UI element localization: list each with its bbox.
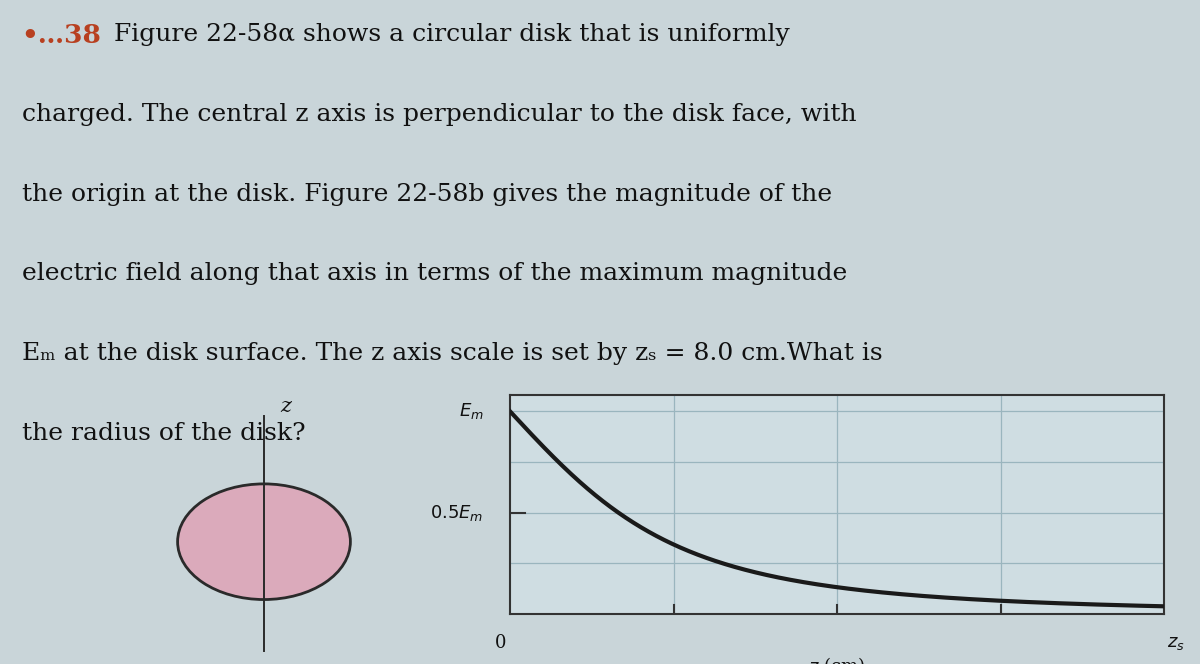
Text: Figure 22-58α shows a circular disk that is uniformly: Figure 22-58α shows a circular disk that… (114, 23, 790, 46)
Text: the origin at the disk. Figure 22-58b gives the magnitude of the: the origin at the disk. Figure 22-58b gi… (22, 183, 832, 206)
Text: the radius of the disk?: the radius of the disk? (22, 422, 305, 445)
Text: 0: 0 (494, 635, 506, 653)
Text: $z$ (cm): $z$ (cm) (809, 655, 865, 664)
Text: z: z (281, 396, 292, 416)
Text: electric field along that axis in terms of the maximum magnitude: electric field along that axis in terms … (22, 262, 847, 286)
Text: $E_m$: $E_m$ (460, 401, 484, 422)
Text: •…38: •…38 (22, 23, 102, 48)
Text: $z_s$: $z_s$ (1168, 635, 1186, 653)
Text: $0.5E_m$: $0.5E_m$ (431, 503, 484, 523)
Text: charged. The central z axis is perpendicular to the disk face, with: charged. The central z axis is perpendic… (22, 103, 857, 126)
Ellipse shape (178, 484, 350, 600)
Text: Eₘ at the disk surface. The z axis scale is set by zₛ = 8.0 cm.What is: Eₘ at the disk surface. The z axis scale… (22, 342, 882, 365)
